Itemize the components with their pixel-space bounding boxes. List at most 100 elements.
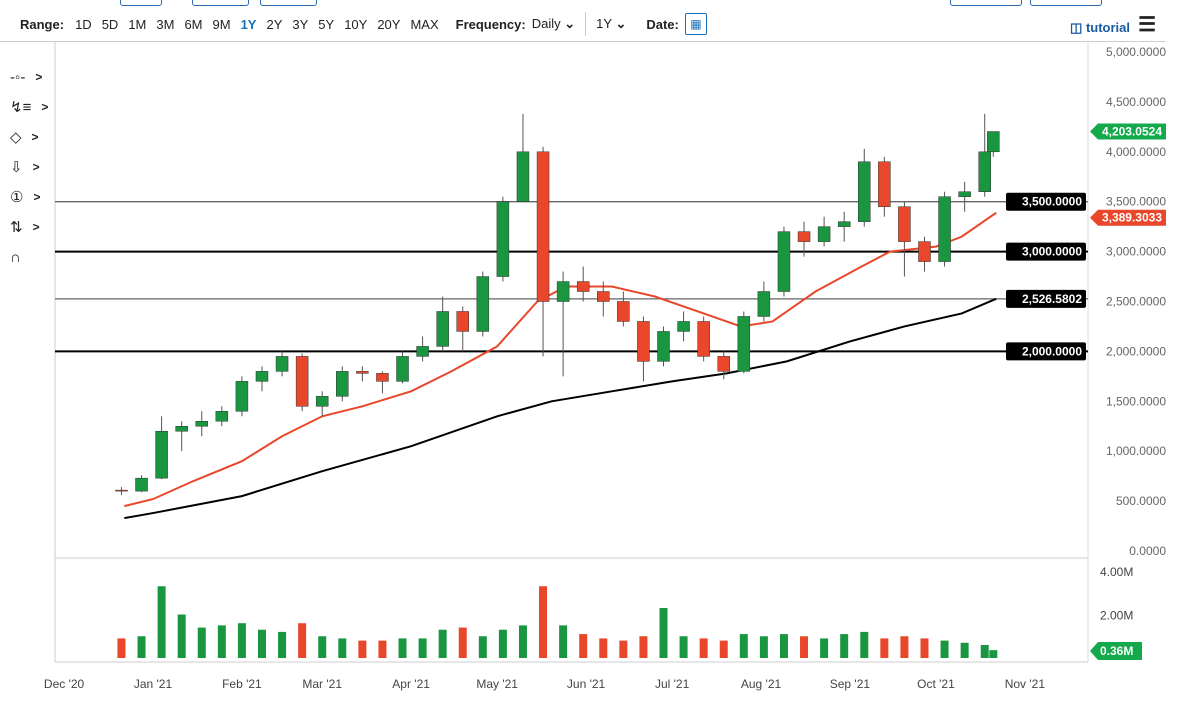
volume-bar <box>980 644 989 658</box>
range-label: Range: <box>20 16 65 32</box>
period-value: 1Y <box>596 16 612 31</box>
ma-short-line <box>124 211 997 508</box>
tutorial-link[interactable]: ◫ tutorial <box>1070 20 1130 36</box>
candle-body <box>858 161 871 222</box>
hamburger-menu-icon[interactable]: ☰ <box>1138 14 1156 36</box>
range-5d[interactable]: 5D <box>101 16 119 32</box>
candle-body <box>576 281 590 292</box>
x-tick-label: Mar '21 <box>302 677 342 691</box>
measure-tool-icon[interactable]: ⇅ > <box>10 219 40 236</box>
candle-body <box>376 373 389 382</box>
candle-body <box>135 477 148 492</box>
volume-bar <box>257 629 266 658</box>
volume-bar <box>579 634 588 658</box>
volume-bar <box>800 636 809 658</box>
y-tick-label: 0.0000 <box>1129 544 1166 558</box>
candle-body <box>918 241 931 262</box>
calendar-icon[interactable]: ▦ <box>684 13 707 35</box>
volume-bar <box>298 623 307 658</box>
volume-bar <box>920 638 929 658</box>
frequency-value: Daily <box>531 16 561 31</box>
candle-body <box>336 371 349 397</box>
x-tick-label: Oct '21 <box>917 677 955 691</box>
y-tick-label: 2,000.0000 <box>1106 344 1166 358</box>
candle-body <box>737 316 751 372</box>
volume-bar <box>719 640 728 658</box>
last-price-tag: 4,203.0524 <box>1090 123 1166 140</box>
level-tag: 2,000.0000 <box>1006 342 1086 361</box>
level-tag-label: 3,000.0000 <box>1022 245 1082 259</box>
frequency-label: Frequency: <box>455 16 526 32</box>
candle-body <box>978 151 991 192</box>
annotation-tool-icon[interactable]: ① > <box>10 189 41 206</box>
range-1d[interactable]: 1D <box>75 16 92 32</box>
price-tag-bg <box>1090 123 1166 140</box>
candle-body <box>938 196 951 262</box>
range-1y[interactable]: 1Y <box>240 16 257 32</box>
range-1m[interactable]: 1M <box>128 16 147 32</box>
x-tick-label: May '21 <box>476 677 518 691</box>
candle-body <box>958 191 971 197</box>
x-tick-label: Nov '21 <box>1005 677 1046 691</box>
volume-tick-label: 4.00M <box>1100 565 1133 579</box>
volume-bar <box>559 625 568 658</box>
range-max[interactable]: MAX <box>410 16 439 32</box>
level-tag-label: 3,500.0000 <box>1022 195 1082 209</box>
magnet-tool-icon[interactable]: ∩ <box>10 248 21 266</box>
range-10y[interactable]: 10Y <box>344 16 368 32</box>
candle-body <box>597 291 610 302</box>
volume-bar <box>117 638 126 658</box>
divider <box>585 12 587 36</box>
period-select[interactable]: 1Y ⌄ <box>596 16 626 32</box>
candle-body <box>777 231 791 292</box>
frequency-select[interactable]: Daily ⌄ <box>532 16 575 32</box>
arrow-tool-icon[interactable]: ⇩ > <box>10 159 40 176</box>
volume-tag-label: 0.36M <box>1100 644 1133 658</box>
volume-tag-bg <box>1090 642 1142 660</box>
candle-body <box>536 151 550 302</box>
candle-body <box>115 489 128 492</box>
level-tag-bg <box>1006 242 1086 261</box>
candle-body <box>987 131 1000 153</box>
volume-bar <box>759 636 768 658</box>
volume-bar <box>860 631 869 658</box>
candle-body <box>295 356 309 407</box>
volume-bar <box>699 638 708 658</box>
candle-body <box>516 151 530 202</box>
y-tick-label: 5,000.0000 <box>1106 45 1166 59</box>
range-buttons: 1D 5D 1M 3M 6M 9M 1Y 2Y 3Y 5Y 10Y 20Y MAX <box>70 17 444 32</box>
volume-bar <box>318 636 327 658</box>
volume-bar <box>739 634 748 658</box>
top-strip <box>0 0 1178 6</box>
candle-body <box>617 301 630 322</box>
volume-bar <box>237 623 246 658</box>
volume-bar <box>398 638 407 658</box>
volume-bar <box>940 640 949 658</box>
volume-bar <box>217 625 226 658</box>
range-6m[interactable]: 6M <box>184 16 203 32</box>
range-5y[interactable]: 5Y <box>318 16 335 32</box>
volume-bar <box>900 636 909 658</box>
range-9m[interactable]: 9M <box>212 16 231 32</box>
candle-body <box>637 321 650 362</box>
candle-body <box>757 291 771 317</box>
candle-body <box>436 311 449 347</box>
volume-bar <box>378 640 387 658</box>
range-20y[interactable]: 20Y <box>377 16 401 32</box>
range-2y[interactable]: 2Y <box>266 16 283 32</box>
candle-body <box>697 321 710 357</box>
range-3y[interactable]: 3Y <box>292 16 309 32</box>
ma-short-tag: 3,389.3033 <box>1090 209 1166 226</box>
volume-bar <box>157 586 166 658</box>
shape-tool-icon[interactable]: ◇ > <box>10 129 39 146</box>
volume-bar <box>498 629 507 658</box>
volume-bar <box>840 634 849 658</box>
price-tag-bg <box>1090 209 1166 226</box>
fibonacci-tool-icon[interactable]: ↯≡ > <box>10 99 49 116</box>
x-tick-label: Jan '21 <box>134 677 173 691</box>
range-3m[interactable]: 3M <box>156 16 175 32</box>
level-tag-bg <box>1006 192 1086 211</box>
candle-body <box>175 426 188 432</box>
line-tool-icon[interactable]: -◦- > <box>10 68 43 86</box>
